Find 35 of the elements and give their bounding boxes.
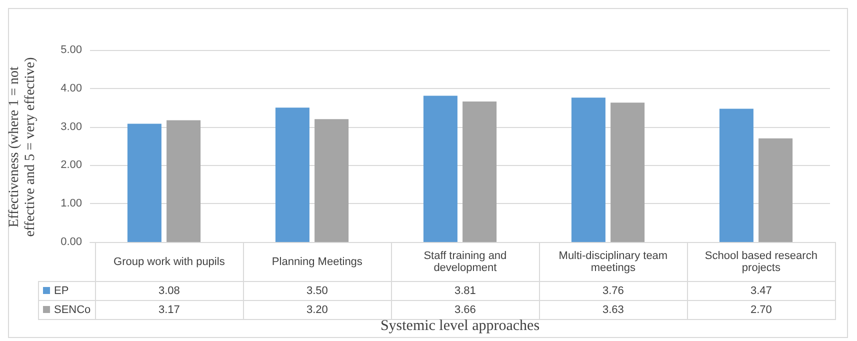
- bar: [610, 102, 645, 242]
- bar: [423, 96, 458, 242]
- y-tick-label: 0.00: [60, 236, 82, 248]
- data-label: 2.70: [687, 300, 836, 320]
- x-tick-label: Staff training and development: [391, 242, 540, 282]
- data-label: 3.63: [539, 300, 688, 320]
- data-label: 3.47: [687, 282, 836, 300]
- bar: [166, 120, 201, 242]
- y-tick-label: 4.00: [60, 82, 82, 94]
- legend-label: EP: [38, 282, 96, 300]
- bar: [127, 124, 162, 242]
- x-tick-label: Group work with pupils: [95, 242, 244, 282]
- data-label: 3.81: [391, 282, 540, 300]
- x-tick-label: Planning Meetings: [243, 242, 392, 282]
- x-tick-label: Multi-disciplinary team meetings: [539, 242, 688, 282]
- y-tick-label: 5.00: [60, 44, 82, 56]
- bar: [758, 138, 793, 242]
- bar: [462, 101, 497, 242]
- bar: [719, 108, 754, 242]
- bar: [275, 108, 310, 242]
- data-label: 3.66: [391, 300, 540, 320]
- x-tick-label: School based research projects: [687, 242, 836, 282]
- y-tick-label: 1.00: [60, 198, 82, 210]
- data-label: 3.76: [539, 282, 688, 300]
- y-axis-title: Effectiveness (where 1 = not effective and 5 = very effective): [7, 56, 39, 239]
- data-label: 3.17: [95, 300, 244, 320]
- data-label: 3.50: [243, 282, 392, 300]
- x-axis-title: Systemic level approaches: [379, 318, 541, 335]
- data-label: 3.20: [243, 300, 392, 320]
- y-tick-label: 2.00: [60, 159, 82, 172]
- legend-label: SENCo: [38, 300, 96, 320]
- bar: [571, 98, 606, 242]
- data-label: 3.08: [95, 282, 244, 300]
- y-tick-label: 3.00: [60, 120, 82, 133]
- bar: [314, 119, 349, 242]
